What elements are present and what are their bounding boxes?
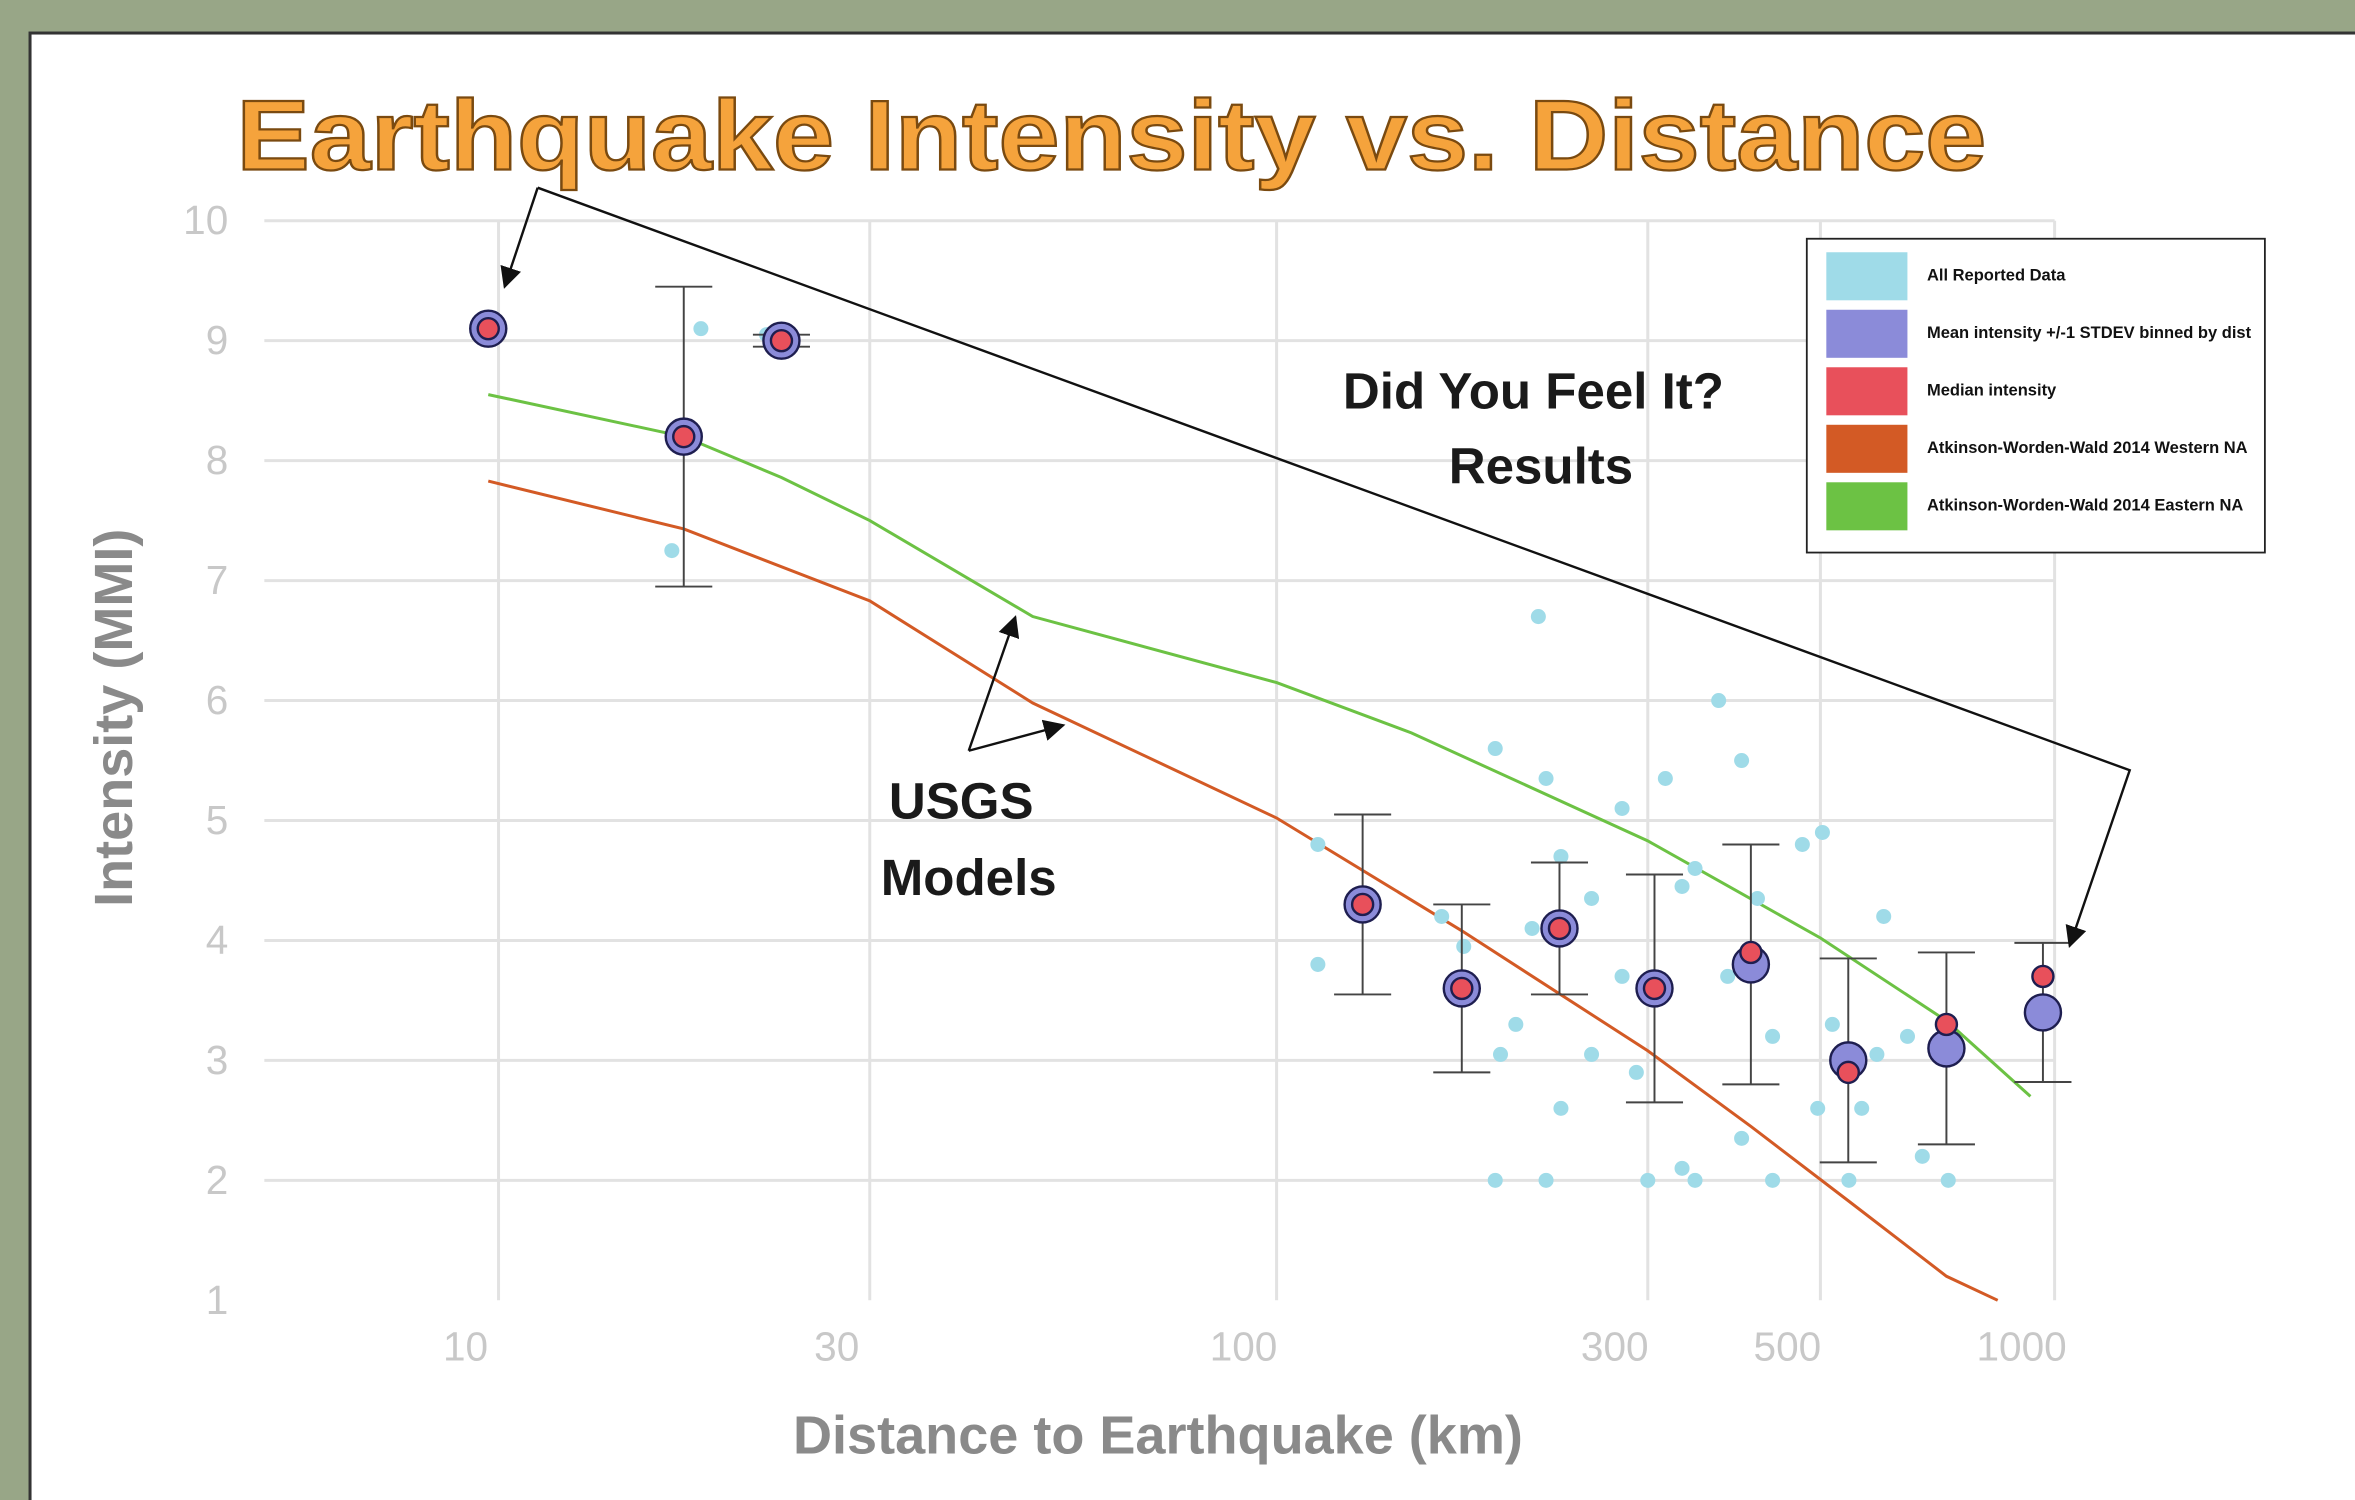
data-point [1640,1173,1655,1188]
legend-swatch [1826,367,1907,415]
y-tick-label: 5 [206,797,229,843]
legend-label: All Reported Data [1927,267,2066,285]
x-tick-label: 500 [1754,1323,1822,1369]
data-point [693,321,708,336]
y-tick-label: 6 [206,677,229,723]
data-point [1584,1047,1599,1062]
median-point [1451,978,1472,999]
x-axis-label: Distance to Earthquake (km) [793,1405,1523,1465]
data-point [1815,825,1830,840]
data-point [1869,1047,1884,1062]
median-point [673,426,694,447]
data-point [1525,921,1540,936]
data-point [1734,753,1749,768]
data-point [1854,1101,1869,1116]
legend-label: Median intensity [1927,382,2057,400]
legend-swatch [1826,425,1907,473]
median-point [1549,918,1570,939]
data-point [1658,771,1673,786]
data-point [1765,1173,1780,1188]
median-point [1936,1014,1957,1035]
legend-label: Atkinson-Worden-Wald 2014 Eastern NA [1927,497,2243,515]
data-point [1539,771,1554,786]
annotation: USGS [889,772,1034,829]
data-point [1795,837,1810,852]
data-point [1900,1029,1915,1044]
data-point [1825,1017,1840,1032]
legend-swatch [1826,252,1907,300]
chart-title: Earthquake Intensity vs. Distance [237,81,1987,192]
legend: All Reported Data Mean intensity +/-1 STD… [1807,239,2265,553]
data-point [1531,609,1546,624]
data-point [1688,861,1703,876]
data-point [1750,891,1765,906]
data-point [1488,1173,1503,1188]
data-point [1508,1017,1523,1032]
y-tick-label: 8 [206,437,229,483]
data-point [1310,957,1325,972]
y-tick-label: 10 [183,197,228,243]
data-point [1711,693,1726,708]
x-tick-label: 30 [814,1323,859,1369]
data-point [1493,1047,1508,1062]
median-point [1644,978,1665,999]
legend-swatch [1826,482,1907,530]
data-point [1629,1065,1644,1080]
x-tick-label: 10 [443,1323,488,1369]
data-point [1941,1173,1956,1188]
median-point [1838,1062,1859,1083]
median-point [1352,894,1373,915]
y-tick-label: 4 [206,917,229,963]
annotation: Did You Feel It? [1343,362,1724,419]
legend-label: Mean intensity +/-1 STDEV binned by dist [1927,324,2252,342]
y-tick-label: 7 [206,557,229,603]
data-point [1456,939,1471,954]
legend-swatch [1826,310,1907,358]
data-point [1675,879,1690,894]
y-tick-label: 9 [206,317,229,363]
data-point [1584,891,1599,906]
annotation: Models [881,849,1057,906]
data-point [664,543,679,558]
data-point [1810,1101,1825,1116]
y-axis-label: Intensity (MMI) [84,529,144,907]
y-tick-label: 1 [206,1277,229,1323]
data-point [1434,909,1449,924]
data-point [1488,741,1503,756]
data-point [1876,909,1891,924]
median-point [771,330,792,351]
data-point [1310,837,1325,852]
median-point [2032,966,2053,987]
y-tick-label: 2 [206,1157,229,1203]
data-point [1615,801,1630,816]
data-point [1734,1131,1749,1146]
data-point [1539,1173,1554,1188]
data-point [1615,969,1630,984]
median-point [478,318,499,339]
slide: 1 2 3 4 5 6 7 8 9 10 10 30 100 300 500 1000 Earthquake … [0,0,2355,1500]
data-point [1765,1029,1780,1044]
data-point [1841,1173,1856,1188]
legend-label: Atkinson-Worden-Wald 2014 Western NA [1927,439,2248,457]
y-tick-label: 3 [206,1037,229,1083]
median-point [1740,942,1761,963]
x-tick-label: 100 [1210,1323,1278,1369]
data-point [1553,1101,1568,1116]
mean-point [2025,994,2061,1030]
data-point [1688,1173,1703,1188]
x-tick-label: 300 [1581,1323,1649,1369]
x-tick-label: 1000 [1976,1323,2066,1369]
annotation: Results [1449,437,1633,494]
data-point [1915,1149,1930,1164]
data-point [1675,1161,1690,1176]
